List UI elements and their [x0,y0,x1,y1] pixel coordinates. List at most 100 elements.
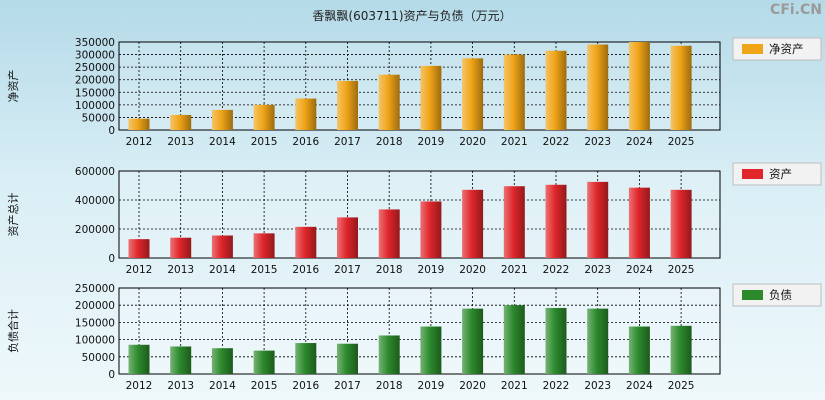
x-tick-label: 2015 [251,136,278,148]
y-tick-label: 300000 [75,50,115,62]
bar-2022 [545,184,567,258]
bar-2013 [170,346,192,374]
y-axis-label: 净资产 [6,70,20,103]
y-tick-label: 100000 [75,100,115,112]
bar-2012 [128,344,150,374]
bar-2014 [211,235,233,258]
legend-swatch [742,290,763,300]
x-tick-label: 2018 [376,380,403,392]
x-tick-label: 2018 [376,136,403,148]
legend: 负债 [732,283,822,307]
x-tick-label: 2023 [584,136,611,148]
legend-label: 资产 [769,167,792,181]
bar-2018 [378,74,400,130]
bar-2019 [420,326,442,374]
y-tick-label: 200000 [75,300,115,312]
x-tick-label: 2022 [543,264,570,276]
y-tick-label: 50000 [82,112,115,124]
bar-2025 [670,325,692,374]
x-tick-label: 2022 [543,380,570,392]
bar-2012 [128,239,150,258]
bar-2025 [670,45,692,131]
y-tick-label: 0 [108,253,115,265]
x-tick-label: 2023 [584,264,611,276]
y-tick-label: 100000 [75,335,115,347]
bar-2015 [253,233,275,258]
bar-2019 [420,201,442,258]
bar-2012 [128,118,150,130]
x-tick-label: 2012 [126,264,153,276]
x-tick-label: 2019 [418,380,445,392]
y-tick-label: 250000 [75,62,115,74]
x-tick-label: 2015 [251,264,278,276]
y-axis-label: 资产总计 [6,193,20,237]
legend: 资产 [732,162,822,186]
bar-2016 [295,343,317,374]
legend-box [732,162,822,186]
x-tick-label: 2013 [167,380,194,392]
y-tick-label: 200000 [75,224,115,236]
bar-2020 [462,308,484,374]
bar-2025 [670,189,692,258]
x-tick-label: 2017 [334,380,361,392]
bar-2016 [295,98,317,130]
legend-label: 净资产 [769,42,804,56]
legend-box [732,37,822,61]
y-tick-label: 350000 [75,37,115,49]
y-tick-label: 0 [108,369,115,381]
y-tick-label: 0 [108,125,115,137]
bar-2024 [628,326,650,374]
bar-2023 [587,44,609,131]
x-tick-label: 2025 [668,264,695,276]
x-tick-label: 2020 [459,380,486,392]
x-tick-label: 2014 [209,136,236,148]
x-tick-label: 2017 [334,264,361,276]
x-tick-label: 2021 [501,264,528,276]
bar-2019 [420,65,442,130]
x-tick-label: 2019 [418,136,445,148]
bar-2017 [337,217,358,258]
x-tick-label: 2013 [167,264,194,276]
x-tick-label: 2023 [584,380,611,392]
bar-2015 [253,350,275,374]
x-tick-label: 2020 [459,264,486,276]
x-tick-label: 2012 [126,380,153,392]
bar-2021 [503,305,525,374]
legend-box [732,283,822,307]
bar-2018 [378,209,400,258]
chart-title: 香飘飘(603711)资产与负债（万元） [312,9,511,23]
panel-1: 0500001000001500002000002500003000003500… [6,37,822,148]
bar-2017 [337,80,358,130]
x-tick-label: 2019 [418,264,445,276]
legend: 净资产 [732,37,822,61]
legend-swatch [742,44,763,54]
bar-2017 [337,343,358,374]
bar-2013 [170,114,192,130]
bar-2015 [253,104,275,130]
panel-2: 0 200000 400000 600000 2012 2013 2014 2015 2016 2… [6,162,822,276]
bar-2020 [462,189,484,258]
brand-watermark: CFi.CN [770,2,822,18]
bar-2023 [587,181,609,258]
y-tick-label: 50000 [82,352,115,364]
y-tick-label: 600000 [75,166,115,178]
x-tick-label: 2021 [501,136,528,148]
bar-2013 [170,237,192,258]
legend-swatch [742,169,763,179]
y-tick-label: 400000 [75,195,115,207]
x-tick-label: 2018 [376,264,403,276]
bar-2021 [503,186,525,258]
y-tick-label: 200000 [75,75,115,87]
bar-2024 [628,42,650,130]
x-tick-label: 2024 [626,264,653,276]
bar-2021 [503,54,525,131]
x-tick-label: 2020 [459,136,486,148]
bar-2022 [545,50,567,130]
y-tick-label: 150000 [75,87,115,99]
bar-2014 [211,109,233,130]
bar-2020 [462,58,484,130]
x-tick-label: 2025 [668,136,695,148]
bar-2016 [295,226,317,258]
x-tick-label: 2016 [292,264,319,276]
